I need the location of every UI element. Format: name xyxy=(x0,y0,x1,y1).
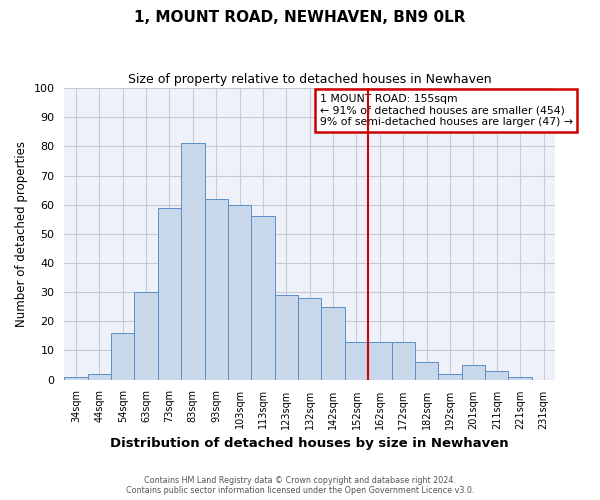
Bar xyxy=(275,295,298,380)
Bar xyxy=(251,216,275,380)
Bar xyxy=(368,342,392,380)
Bar xyxy=(111,333,134,380)
Bar xyxy=(392,342,415,380)
Text: Contains HM Land Registry data © Crown copyright and database right 2024.
Contai: Contains HM Land Registry data © Crown c… xyxy=(126,476,474,495)
Bar xyxy=(461,365,485,380)
Bar xyxy=(322,306,345,380)
Bar xyxy=(64,376,88,380)
Bar xyxy=(439,374,461,380)
X-axis label: Distribution of detached houses by size in Newhaven: Distribution of detached houses by size … xyxy=(110,437,509,450)
Y-axis label: Number of detached properties: Number of detached properties xyxy=(15,141,28,327)
Bar xyxy=(88,374,111,380)
Text: 1 MOUNT ROAD: 155sqm
← 91% of detached houses are smaller (454)
9% of semi-detac: 1 MOUNT ROAD: 155sqm ← 91% of detached h… xyxy=(320,94,572,127)
Bar xyxy=(158,208,181,380)
Bar xyxy=(181,144,205,380)
Bar xyxy=(134,292,158,380)
Bar xyxy=(415,362,439,380)
Bar xyxy=(298,298,322,380)
Bar xyxy=(508,376,532,380)
Title: Size of property relative to detached houses in Newhaven: Size of property relative to detached ho… xyxy=(128,72,491,86)
Bar xyxy=(485,371,508,380)
Bar xyxy=(228,204,251,380)
Bar xyxy=(345,342,368,380)
Text: 1, MOUNT ROAD, NEWHAVEN, BN9 0LR: 1, MOUNT ROAD, NEWHAVEN, BN9 0LR xyxy=(134,10,466,25)
Bar xyxy=(205,199,228,380)
